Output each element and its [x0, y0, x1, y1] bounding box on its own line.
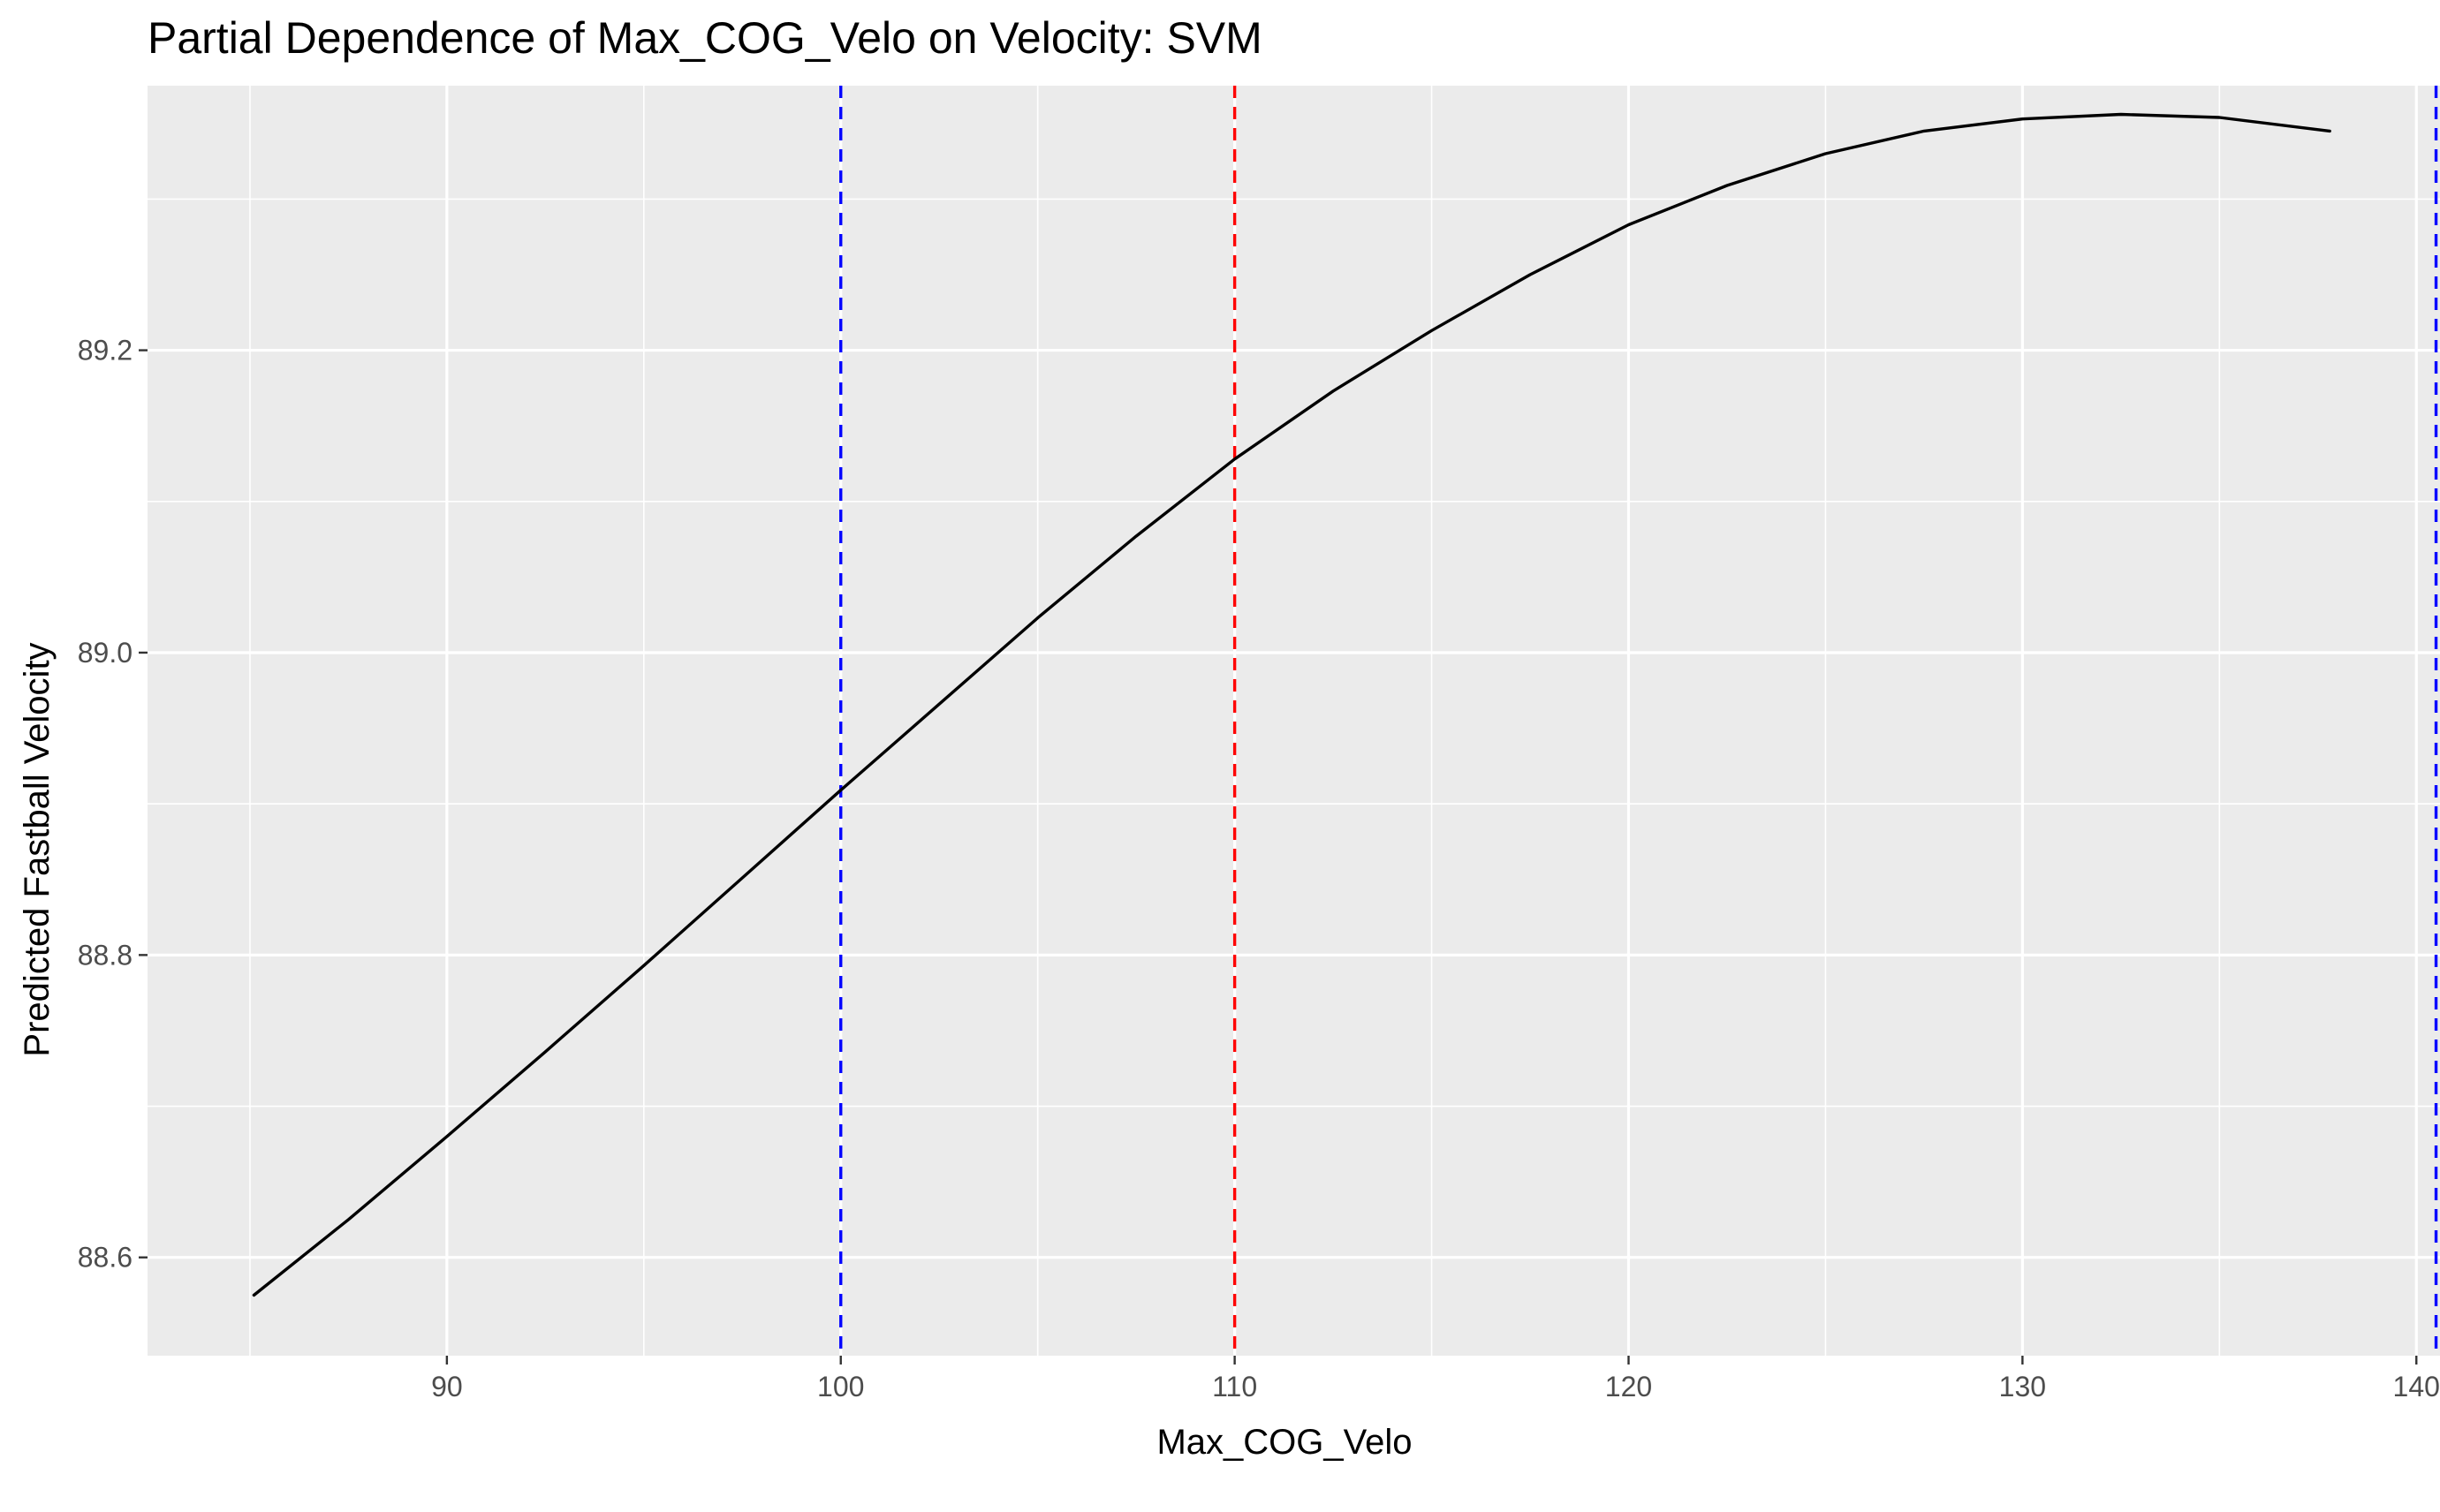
x-tick-label: 130 [1999, 1371, 2046, 1402]
x-tick-label: 90 [431, 1371, 463, 1402]
x-tick-label: 120 [1605, 1371, 1652, 1402]
y-tick-label: 89.0 [78, 637, 133, 669]
major-gridlines [148, 86, 2440, 1356]
x-tick-label: 100 [817, 1371, 864, 1402]
axes: 90 100 110 120 130 140 88.6 88.8 89.0 89.2 [78, 335, 2440, 1402]
y-tick-label: 88.6 [78, 1242, 133, 1274]
series-line [252, 112, 2331, 1297]
series-group [252, 112, 2331, 1297]
x-tick-label: 110 [1212, 1371, 1257, 1402]
y-tick-label: 88.8 [78, 939, 133, 971]
y-axis-title: Predicted Fastball Velocity [18, 642, 57, 1056]
y-tick-label: 89.2 [78, 335, 133, 367]
chart-title: Partial Dependence of Max_COG_Velo on Ve… [148, 13, 1262, 63]
minor-gridlines [148, 86, 2440, 1356]
x-tick-label: 140 [2393, 1371, 2440, 1402]
plot-panel [148, 86, 2440, 1356]
x-axis-title: Max_COG_Velo [1156, 1423, 1412, 1462]
